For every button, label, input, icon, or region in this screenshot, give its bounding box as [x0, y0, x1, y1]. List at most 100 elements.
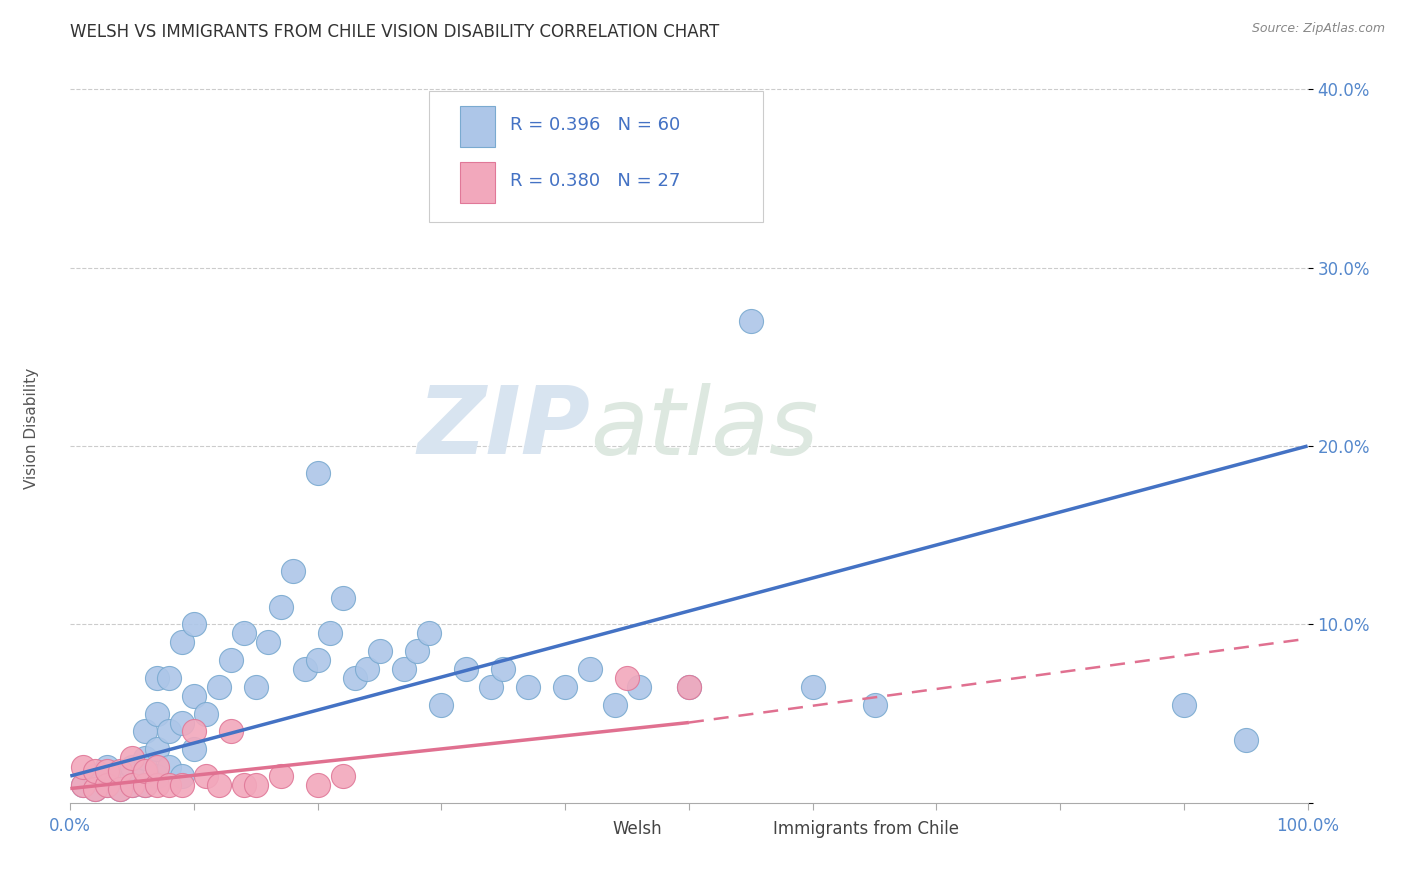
Point — [108, 764, 131, 778]
Point — [405, 644, 427, 658]
Point — [603, 698, 626, 712]
Point — [579, 662, 602, 676]
Text: ZIP: ZIP — [418, 382, 591, 475]
Point — [146, 769, 169, 783]
Point — [245, 778, 267, 792]
Point — [307, 653, 329, 667]
Point — [1234, 733, 1257, 747]
Point — [134, 778, 156, 792]
Point — [257, 635, 280, 649]
Text: Welsh: Welsh — [612, 820, 662, 838]
Text: Immigrants from Chile: Immigrants from Chile — [773, 820, 959, 838]
Point — [270, 599, 292, 614]
Point — [84, 769, 107, 783]
Text: Source: ZipAtlas.com: Source: ZipAtlas.com — [1251, 22, 1385, 36]
Point — [195, 769, 218, 783]
Point — [121, 778, 143, 792]
Point — [170, 715, 193, 730]
Point — [72, 760, 94, 774]
Point — [108, 781, 131, 796]
Point — [134, 778, 156, 792]
Point — [108, 769, 131, 783]
Point — [219, 653, 242, 667]
Point — [183, 689, 205, 703]
FancyBboxPatch shape — [565, 814, 600, 844]
Point — [183, 724, 205, 739]
Point — [96, 760, 118, 774]
Point — [183, 617, 205, 632]
Point — [319, 626, 342, 640]
Point — [628, 680, 651, 694]
Point — [232, 778, 254, 792]
Point — [134, 751, 156, 765]
Point — [146, 742, 169, 756]
Point — [281, 564, 304, 578]
Point — [108, 781, 131, 796]
Point — [96, 764, 118, 778]
Point — [479, 680, 502, 694]
Point — [121, 778, 143, 792]
Point — [96, 778, 118, 792]
Point — [368, 644, 391, 658]
Point — [740, 314, 762, 328]
Point — [134, 724, 156, 739]
Point — [232, 626, 254, 640]
Point — [146, 778, 169, 792]
Point — [208, 680, 231, 694]
Point — [456, 662, 478, 676]
Y-axis label: Vision Disability: Vision Disability — [24, 368, 39, 489]
Text: R = 0.380   N = 27: R = 0.380 N = 27 — [509, 172, 681, 190]
FancyBboxPatch shape — [725, 814, 761, 844]
Point — [554, 680, 576, 694]
Point — [157, 760, 180, 774]
Text: R = 0.396   N = 60: R = 0.396 N = 60 — [509, 116, 679, 134]
Point — [195, 706, 218, 721]
Point — [208, 778, 231, 792]
Point — [72, 778, 94, 792]
Point — [294, 662, 316, 676]
FancyBboxPatch shape — [460, 106, 495, 147]
Point — [356, 662, 378, 676]
Point — [307, 466, 329, 480]
Point — [332, 591, 354, 605]
Text: WELSH VS IMMIGRANTS FROM CHILE VISION DISABILITY CORRELATION CHART: WELSH VS IMMIGRANTS FROM CHILE VISION DI… — [70, 23, 720, 41]
Point — [84, 764, 107, 778]
Point — [146, 706, 169, 721]
Point — [121, 769, 143, 783]
Point — [146, 671, 169, 685]
Point — [157, 778, 180, 792]
Point — [517, 680, 540, 694]
Point — [270, 769, 292, 783]
Point — [678, 680, 700, 694]
Point — [157, 724, 180, 739]
Point — [307, 778, 329, 792]
Point — [146, 760, 169, 774]
Point — [1173, 698, 1195, 712]
Point — [134, 764, 156, 778]
Point — [121, 751, 143, 765]
Point — [430, 698, 453, 712]
Text: atlas: atlas — [591, 383, 818, 474]
Point — [157, 671, 180, 685]
Point — [219, 724, 242, 739]
Point — [183, 742, 205, 756]
Point — [72, 778, 94, 792]
Point — [616, 671, 638, 685]
Point — [245, 680, 267, 694]
Point — [418, 626, 440, 640]
FancyBboxPatch shape — [460, 162, 495, 203]
Point — [678, 680, 700, 694]
Point — [170, 778, 193, 792]
Point — [492, 662, 515, 676]
Point — [96, 778, 118, 792]
Point — [84, 781, 107, 796]
Point — [863, 698, 886, 712]
Point — [170, 769, 193, 783]
Point — [170, 635, 193, 649]
FancyBboxPatch shape — [429, 91, 763, 222]
Point — [394, 662, 416, 676]
Point — [343, 671, 366, 685]
Point — [332, 769, 354, 783]
Point — [121, 760, 143, 774]
Point — [801, 680, 824, 694]
